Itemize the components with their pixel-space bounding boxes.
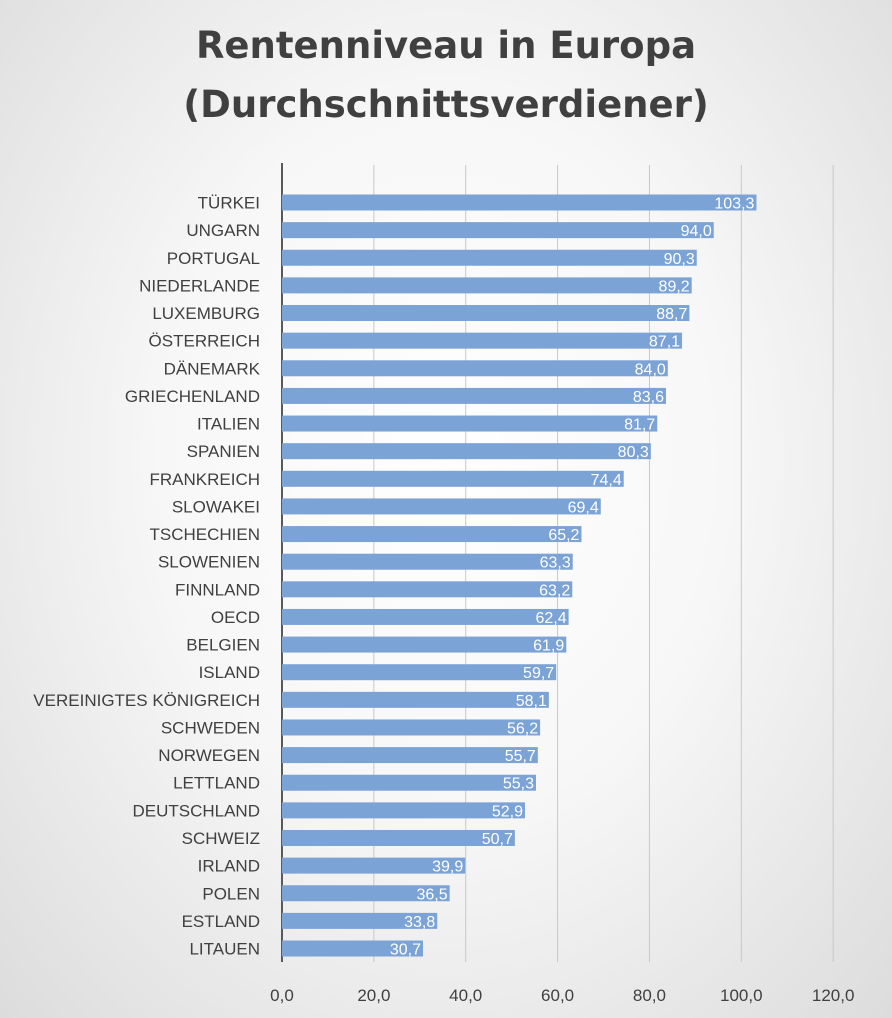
bar — [282, 802, 525, 819]
category-label: FINNLAND — [175, 580, 260, 599]
data-label: 94,0 — [681, 223, 712, 240]
bar — [282, 829, 515, 846]
category-label: SLOWENIEN — [158, 553, 260, 572]
bar — [282, 608, 569, 625]
bar — [282, 443, 651, 460]
data-label: 87,1 — [649, 334, 680, 351]
data-label: 90,3 — [664, 251, 695, 268]
x-tick-label: 80,0 — [633, 986, 666, 1005]
category-label: UNGARN — [186, 221, 260, 240]
data-label: 80,3 — [618, 444, 649, 461]
bar — [282, 636, 567, 653]
category-label: ISLAND — [199, 663, 260, 682]
data-label: 81,7 — [624, 417, 655, 434]
category-label: BELGIEN — [186, 636, 260, 655]
category-label: DEUTSCHLAND — [132, 801, 260, 820]
data-label: 63,2 — [539, 582, 570, 599]
bar — [282, 305, 690, 322]
data-label: 65,2 — [548, 527, 579, 544]
chart-title: Rentenniveau in Europa — [195, 24, 697, 67]
data-label: 63,3 — [540, 555, 571, 572]
category-label: ESTLAND — [182, 912, 260, 931]
data-label: 30,7 — [390, 942, 421, 959]
data-label: 74,4 — [591, 472, 622, 489]
x-tick-label: 60,0 — [541, 986, 574, 1005]
bar — [282, 470, 624, 487]
bar — [282, 691, 549, 708]
data-label: 56,2 — [507, 720, 538, 737]
category-label: SLOWAKEI — [172, 497, 260, 516]
category-label: LETTLAND — [173, 774, 260, 793]
data-label: 50,7 — [482, 831, 513, 848]
category-label: VEREINIGTES KÖNIGREICH — [33, 691, 260, 710]
bar — [282, 498, 601, 515]
bar — [282, 360, 668, 377]
data-label: 88,7 — [656, 306, 687, 323]
data-label: 103,3 — [714, 196, 754, 213]
data-label: 33,8 — [404, 914, 435, 931]
category-label: SPANIEN — [187, 442, 260, 461]
data-label: 58,1 — [516, 693, 547, 710]
data-label: 84,0 — [635, 361, 666, 378]
category-label: IRLAND — [198, 857, 260, 876]
data-label: 61,9 — [533, 638, 564, 655]
category-label: LUXEMBURG — [152, 304, 260, 323]
bar — [282, 222, 714, 239]
bar — [282, 719, 541, 736]
data-label: 62,4 — [535, 610, 566, 627]
bar — [282, 747, 538, 764]
category-label: NIEDERLANDE — [139, 276, 260, 295]
chart-subtitle: (Durchschnittsverdiener) — [183, 83, 709, 126]
x-tick-label: 40,0 — [449, 986, 482, 1005]
bar — [282, 581, 573, 598]
bar — [282, 885, 450, 902]
bar — [282, 774, 536, 791]
category-label: LITAUEN — [189, 940, 260, 959]
bar — [282, 553, 573, 570]
bar — [282, 332, 683, 349]
x-tick-label: 120,0 — [812, 986, 855, 1005]
bar — [282, 387, 666, 404]
bar — [282, 940, 424, 957]
category-label: SCHWEDEN — [161, 718, 260, 737]
data-label: 55,7 — [505, 748, 536, 765]
bar — [282, 277, 692, 294]
bars — [282, 194, 757, 957]
data-label: 59,7 — [523, 665, 554, 682]
category-label: DÄNEMARK — [164, 359, 261, 378]
category-label: NORWEGEN — [158, 746, 260, 765]
category-label: SCHWEIZ — [182, 829, 260, 848]
data-label: 89,2 — [659, 278, 690, 295]
bar — [282, 249, 697, 266]
category-label: TSCHECHIEN — [149, 525, 260, 544]
category-label: POLEN — [202, 884, 260, 903]
data-label: 36,5 — [417, 886, 448, 903]
data-label: 83,6 — [633, 389, 664, 406]
bar — [282, 857, 466, 874]
bar — [282, 912, 438, 929]
labels: 0,0 20,0 40,0 60,0 80,0 100,0 120,0 TÜRKEI 103,3… — [33, 194, 854, 1006]
x-tick-label: 20,0 — [357, 986, 390, 1005]
x-tick-label: 100,0 — [720, 986, 763, 1005]
bar — [282, 194, 757, 211]
category-label: ITALIEN — [197, 415, 260, 434]
data-label: 55,3 — [503, 776, 534, 793]
category-label: GRIECHENLAND — [125, 387, 260, 406]
data-label: 52,9 — [492, 803, 523, 820]
category-label: PORTUGAL — [167, 249, 260, 268]
category-label: ÖSTERREICH — [149, 332, 260, 351]
data-label: 39,9 — [432, 859, 463, 876]
x-tick-label: 0,0 — [270, 986, 294, 1005]
category-label: FRANKREICH — [149, 470, 260, 489]
bar — [282, 526, 582, 543]
data-label: 69,4 — [568, 499, 599, 516]
category-label: OECD — [211, 608, 260, 627]
bar — [282, 415, 658, 432]
category-label: TÜRKEI — [198, 194, 260, 213]
bar — [282, 664, 557, 681]
